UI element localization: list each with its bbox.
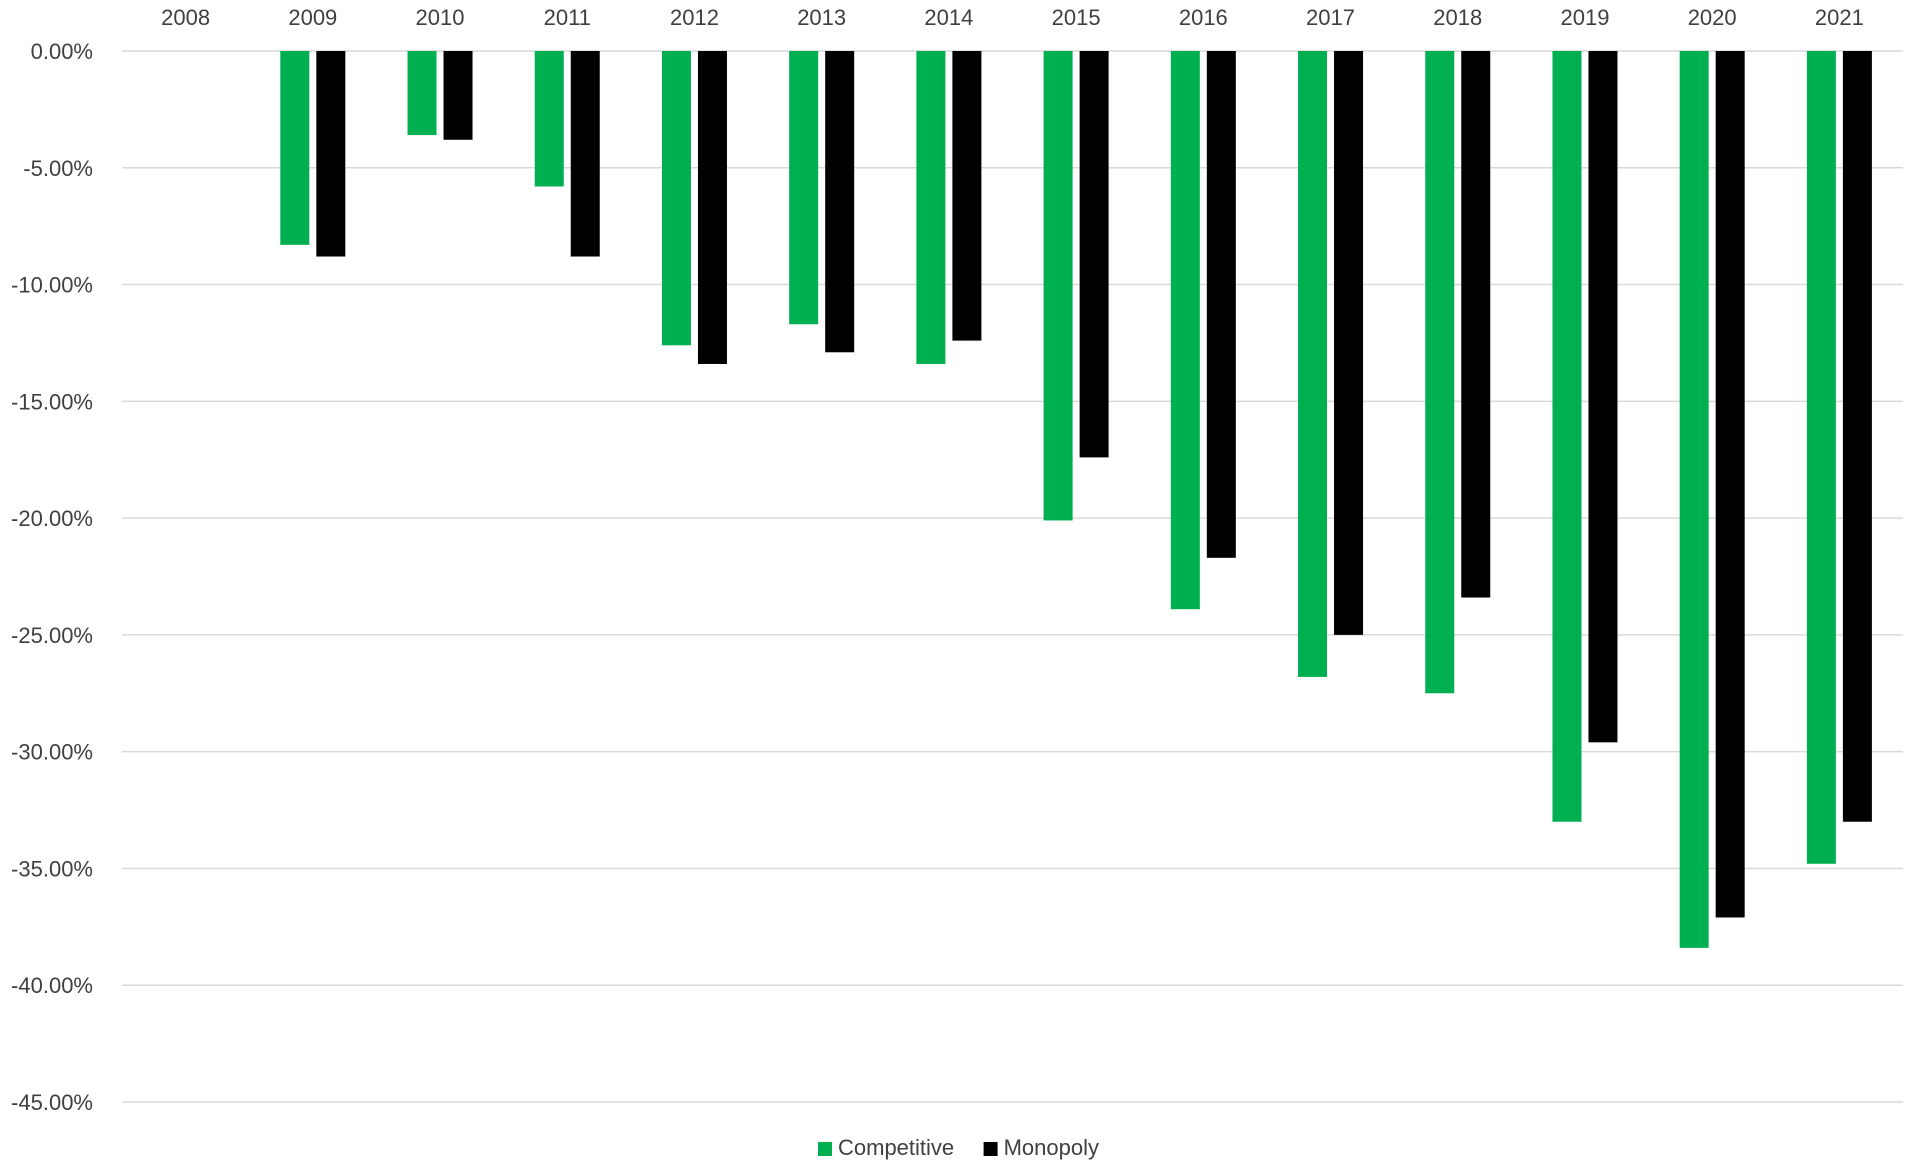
legend-label-monopoly: Monopoly [1004,1135,1099,1160]
x-tick-label: 2019 [1560,5,1609,30]
bar-monopoly-2016 [1206,51,1236,558]
x-tick-label: 2012 [670,5,719,30]
bar-competitive-2012 [661,51,691,346]
bar-monopoly-2021 [1842,51,1872,822]
bar-monopoly-2009 [316,51,346,257]
x-tick-label: 2013 [797,5,846,30]
x-tick-label: 2021 [1815,5,1864,30]
bar-competitive-2010 [407,51,437,136]
y-tick-label: -40.00% [11,973,93,998]
x-tick-label: 2011 [544,5,591,30]
y-axis-ticks: 0.00% -5.00% -10.00% -15.00% -20.00% -25.00% -… [11,39,93,1115]
bars [280,51,1872,948]
y-tick-label: -20.00% [11,506,93,531]
x-tick-label: 2010 [416,5,465,30]
bar-monopoly-2013 [825,51,855,353]
bar-monopoly-2017 [1334,51,1364,635]
legend-swatch-competitive [818,1142,832,1156]
y-tick-label: -45.00% [11,1090,93,1115]
x-axis-ticks: 2008 2009 2010 2011 2012 2013 2014 2015 2016 2017… [161,5,1864,30]
bar-monopoly-2011 [570,51,600,257]
bar-competitive-2011 [534,51,564,187]
x-tick-label: 2009 [288,5,337,30]
bar-monopoly-2014 [952,51,982,341]
x-tick-label: 2017 [1306,5,1355,30]
bar-competitive-2019 [1552,51,1582,822]
bar-competitive-2015 [1043,51,1073,521]
legend-swatch-monopoly [983,1142,998,1156]
x-tick-label: 2020 [1688,5,1737,30]
gridlines [122,50,1903,1103]
bar-monopoly-2020 [1715,51,1745,918]
x-tick-label: 2015 [1052,5,1101,30]
bar-competitive-2020 [1679,51,1709,948]
bar-competitive-2016 [1170,51,1200,610]
bar-competitive-2018 [1425,51,1455,694]
bar-competitive-2013 [789,51,819,325]
bar-monopoly-2015 [1079,51,1109,458]
legend-label-competitive: Competitive [838,1135,954,1160]
bar-monopoly-2018 [1461,51,1491,598]
x-tick-label: 2014 [924,5,973,30]
y-tick-label: -25.00% [11,623,93,648]
bar-competitive-2014 [916,51,946,364]
x-tick-label: 2016 [1179,5,1228,30]
x-tick-label: 2008 [161,5,210,30]
legend: Competitive Monopoly [818,1135,1099,1160]
bar-monopoly-2019 [1588,51,1618,743]
y-tick-label: -35.00% [11,856,93,881]
y-tick-label: -10.00% [11,273,93,298]
bar-competitive-2021 [1806,51,1836,864]
y-tick-label: -5.00% [23,156,93,181]
x-tick-label: 2018 [1433,5,1482,30]
bar-monopoly-2010 [443,51,473,140]
y-tick-label: 0.00% [31,39,93,64]
bar-competitive-2017 [1298,51,1328,677]
y-tick-label: -15.00% [11,389,93,414]
y-tick-label: -30.00% [11,740,93,765]
bar-monopoly-2012 [697,51,727,364]
bar-competitive-2009 [280,51,310,245]
